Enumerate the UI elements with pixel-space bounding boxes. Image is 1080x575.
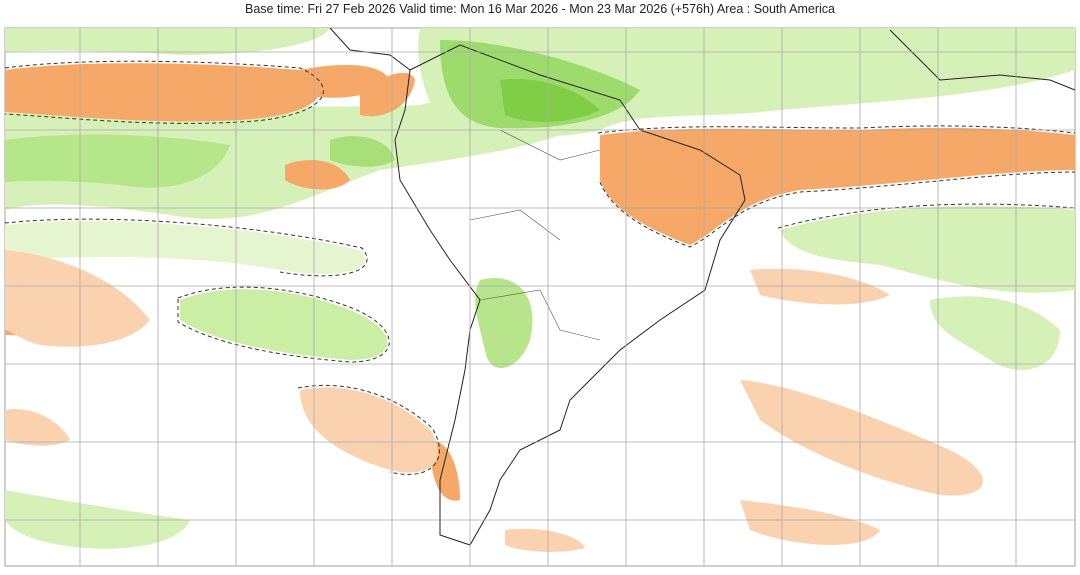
light-orange-area — [5, 409, 70, 446]
light-orange-area — [300, 387, 438, 473]
light-orange-area — [740, 380, 983, 496]
green-area — [5, 134, 230, 188]
green-core — [500, 79, 600, 122]
africa-outline — [889, 29, 1076, 91]
coastline — [329, 27, 1076, 546]
contour — [297, 384, 440, 475]
orange-area — [360, 72, 415, 117]
contour — [777, 203, 1076, 229]
contour — [599, 171, 1076, 248]
light-green-area — [780, 206, 1075, 293]
light-green-area — [5, 100, 560, 219]
contour — [177, 286, 390, 363]
graticule — [5, 28, 1075, 566]
contour — [4, 60, 324, 124]
light-green-area — [930, 296, 1060, 370]
orange-area — [600, 127, 1075, 245]
light-orange-area — [740, 500, 880, 545]
light-green-area — [5, 221, 366, 274]
map-title: Base time: Fri 27 Feb 2026 Valid time: M… — [244, 2, 835, 16]
light-green-area — [180, 289, 388, 360]
light-orange-area — [750, 268, 890, 305]
continent-outline — [394, 44, 746, 546]
green-area — [330, 136, 395, 167]
anomaly-fields — [4, 28, 1076, 552]
light-orange-area — [505, 528, 585, 552]
borders — [469, 129, 601, 341]
light-green-area — [5, 28, 330, 55]
light-orange-area — [5, 250, 150, 347]
green-area — [475, 278, 533, 369]
orange-area — [5, 63, 320, 122]
orange-area — [285, 160, 350, 190]
central-america-outline — [329, 27, 411, 71]
light-green-area — [5, 490, 190, 549]
